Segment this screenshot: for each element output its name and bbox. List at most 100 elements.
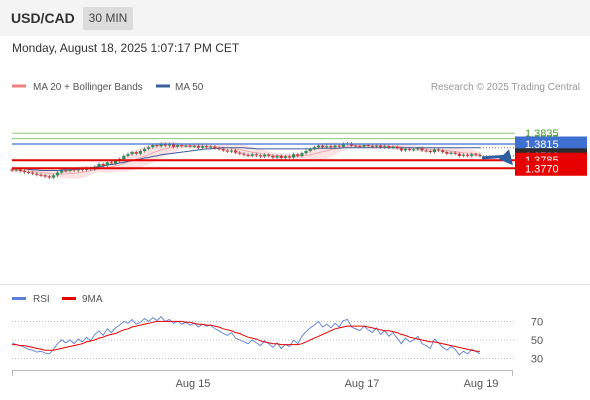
rsi-tick-label-30: 30 — [531, 354, 543, 366]
x-tick-label-aug-15: Aug 15 — [176, 378, 211, 390]
candle-body — [391, 146, 395, 148]
candle-body — [31, 172, 35, 174]
level-tag-1.3815 — [515, 136, 587, 152]
candle-body — [412, 149, 416, 151]
candle-body — [449, 152, 453, 154]
candle-body — [254, 154, 258, 156]
candle-body — [217, 148, 221, 150]
candle-body — [10, 169, 14, 171]
candle-body — [263, 154, 267, 157]
candle-body — [312, 147, 316, 149]
candle-body — [366, 145, 370, 147]
candle-body — [14, 169, 18, 171]
candle-body — [465, 154, 470, 156]
candle-body — [333, 145, 337, 148]
candle-body — [126, 154, 130, 156]
legend-label-bollinger: MA 20 + Bollinger Bands — [33, 82, 143, 93]
candle-body — [68, 169, 72, 171]
candle-body — [229, 150, 234, 152]
candle-body — [242, 153, 246, 155]
candle-body — [76, 168, 80, 171]
level-label-1.3770: 1.3770 — [525, 163, 559, 175]
candle-body — [105, 162, 109, 166]
candle-body — [292, 154, 296, 158]
rsi-9ma-line — [12, 320, 480, 352]
bollinger-band-area — [12, 141, 480, 179]
candle-body — [51, 175, 56, 178]
candle-body — [275, 155, 279, 158]
candle-body — [416, 148, 420, 150]
candle-body — [316, 145, 321, 148]
rsi-line — [11, 316, 481, 356]
candle-body — [192, 146, 196, 148]
candle-body — [279, 155, 283, 159]
candle-body — [142, 148, 147, 152]
candle-body — [138, 151, 142, 154]
candle-body — [213, 146, 217, 149]
candle-body — [47, 176, 51, 178]
timeframe-badge[interactable]: 30 MIN — [83, 7, 133, 30]
rsi-tick-label-50: 50 — [531, 335, 543, 347]
symbol-label: USD/CAD — [11, 10, 75, 26]
candle-body — [64, 170, 68, 172]
rsi-tick-label-70: 70 — [531, 316, 543, 328]
candle-body — [362, 145, 366, 147]
level-tag-1.3770 — [515, 160, 587, 176]
candle-body — [395, 146, 399, 149]
candle-body — [321, 145, 325, 148]
candle-body — [474, 154, 478, 156]
candle-body — [358, 146, 362, 148]
candle-body — [122, 155, 126, 160]
candle-body — [238, 152, 242, 154]
candle-body — [407, 148, 412, 150]
candle-body — [151, 145, 155, 148]
legend-swatch-rsi — [12, 297, 26, 300]
candle-body — [370, 146, 374, 148]
candle-body — [130, 152, 134, 155]
candle-body — [420, 148, 424, 151]
candle-body — [432, 149, 437, 153]
candle-body — [176, 145, 180, 147]
candle-body — [101, 163, 105, 166]
candle-body — [424, 150, 428, 152]
legend-label-rsi: RSI — [33, 294, 50, 305]
candle-body — [250, 154, 254, 156]
candle-body — [308, 148, 312, 152]
x-tick-label-aug-19: Aug 19 — [464, 378, 499, 390]
candle-body — [109, 162, 113, 164]
candle-body — [196, 146, 200, 148]
candle-body — [304, 151, 308, 154]
candle-body — [457, 153, 461, 156]
candle-body — [379, 145, 383, 148]
candle-body — [354, 145, 358, 147]
legend-swatch-9ma — [62, 297, 76, 300]
candle-body — [271, 155, 275, 158]
candle-body — [35, 173, 39, 175]
candle-body — [55, 172, 60, 176]
candle-body — [159, 144, 163, 147]
candle-body — [325, 146, 329, 148]
candle-body — [134, 152, 138, 154]
candle-body — [470, 154, 474, 156]
candle-body — [246, 154, 250, 156]
candle-body — [221, 148, 225, 151]
legend-swatch-ma50 — [156, 84, 170, 88]
candle-body — [258, 155, 263, 157]
candle-body — [80, 168, 85, 170]
candle-body — [72, 169, 76, 171]
candle-body — [445, 152, 449, 154]
candle-body — [441, 150, 445, 153]
candle-body — [188, 145, 192, 147]
candle-body — [39, 174, 43, 176]
header-bar: USD/CAD 30 MIN — [0, 0, 590, 36]
candle-body — [234, 150, 238, 153]
candle-body — [184, 145, 188, 147]
candle-body — [171, 144, 176, 147]
candle-body — [300, 153, 304, 156]
candle-body — [43, 175, 47, 177]
level-label-1.3815: 1.3815 — [525, 139, 559, 151]
x-tick-label-aug-17: Aug 17 — [345, 378, 380, 390]
candle-body — [155, 145, 159, 147]
candle-body — [267, 154, 271, 156]
candle-body — [26, 172, 31, 174]
